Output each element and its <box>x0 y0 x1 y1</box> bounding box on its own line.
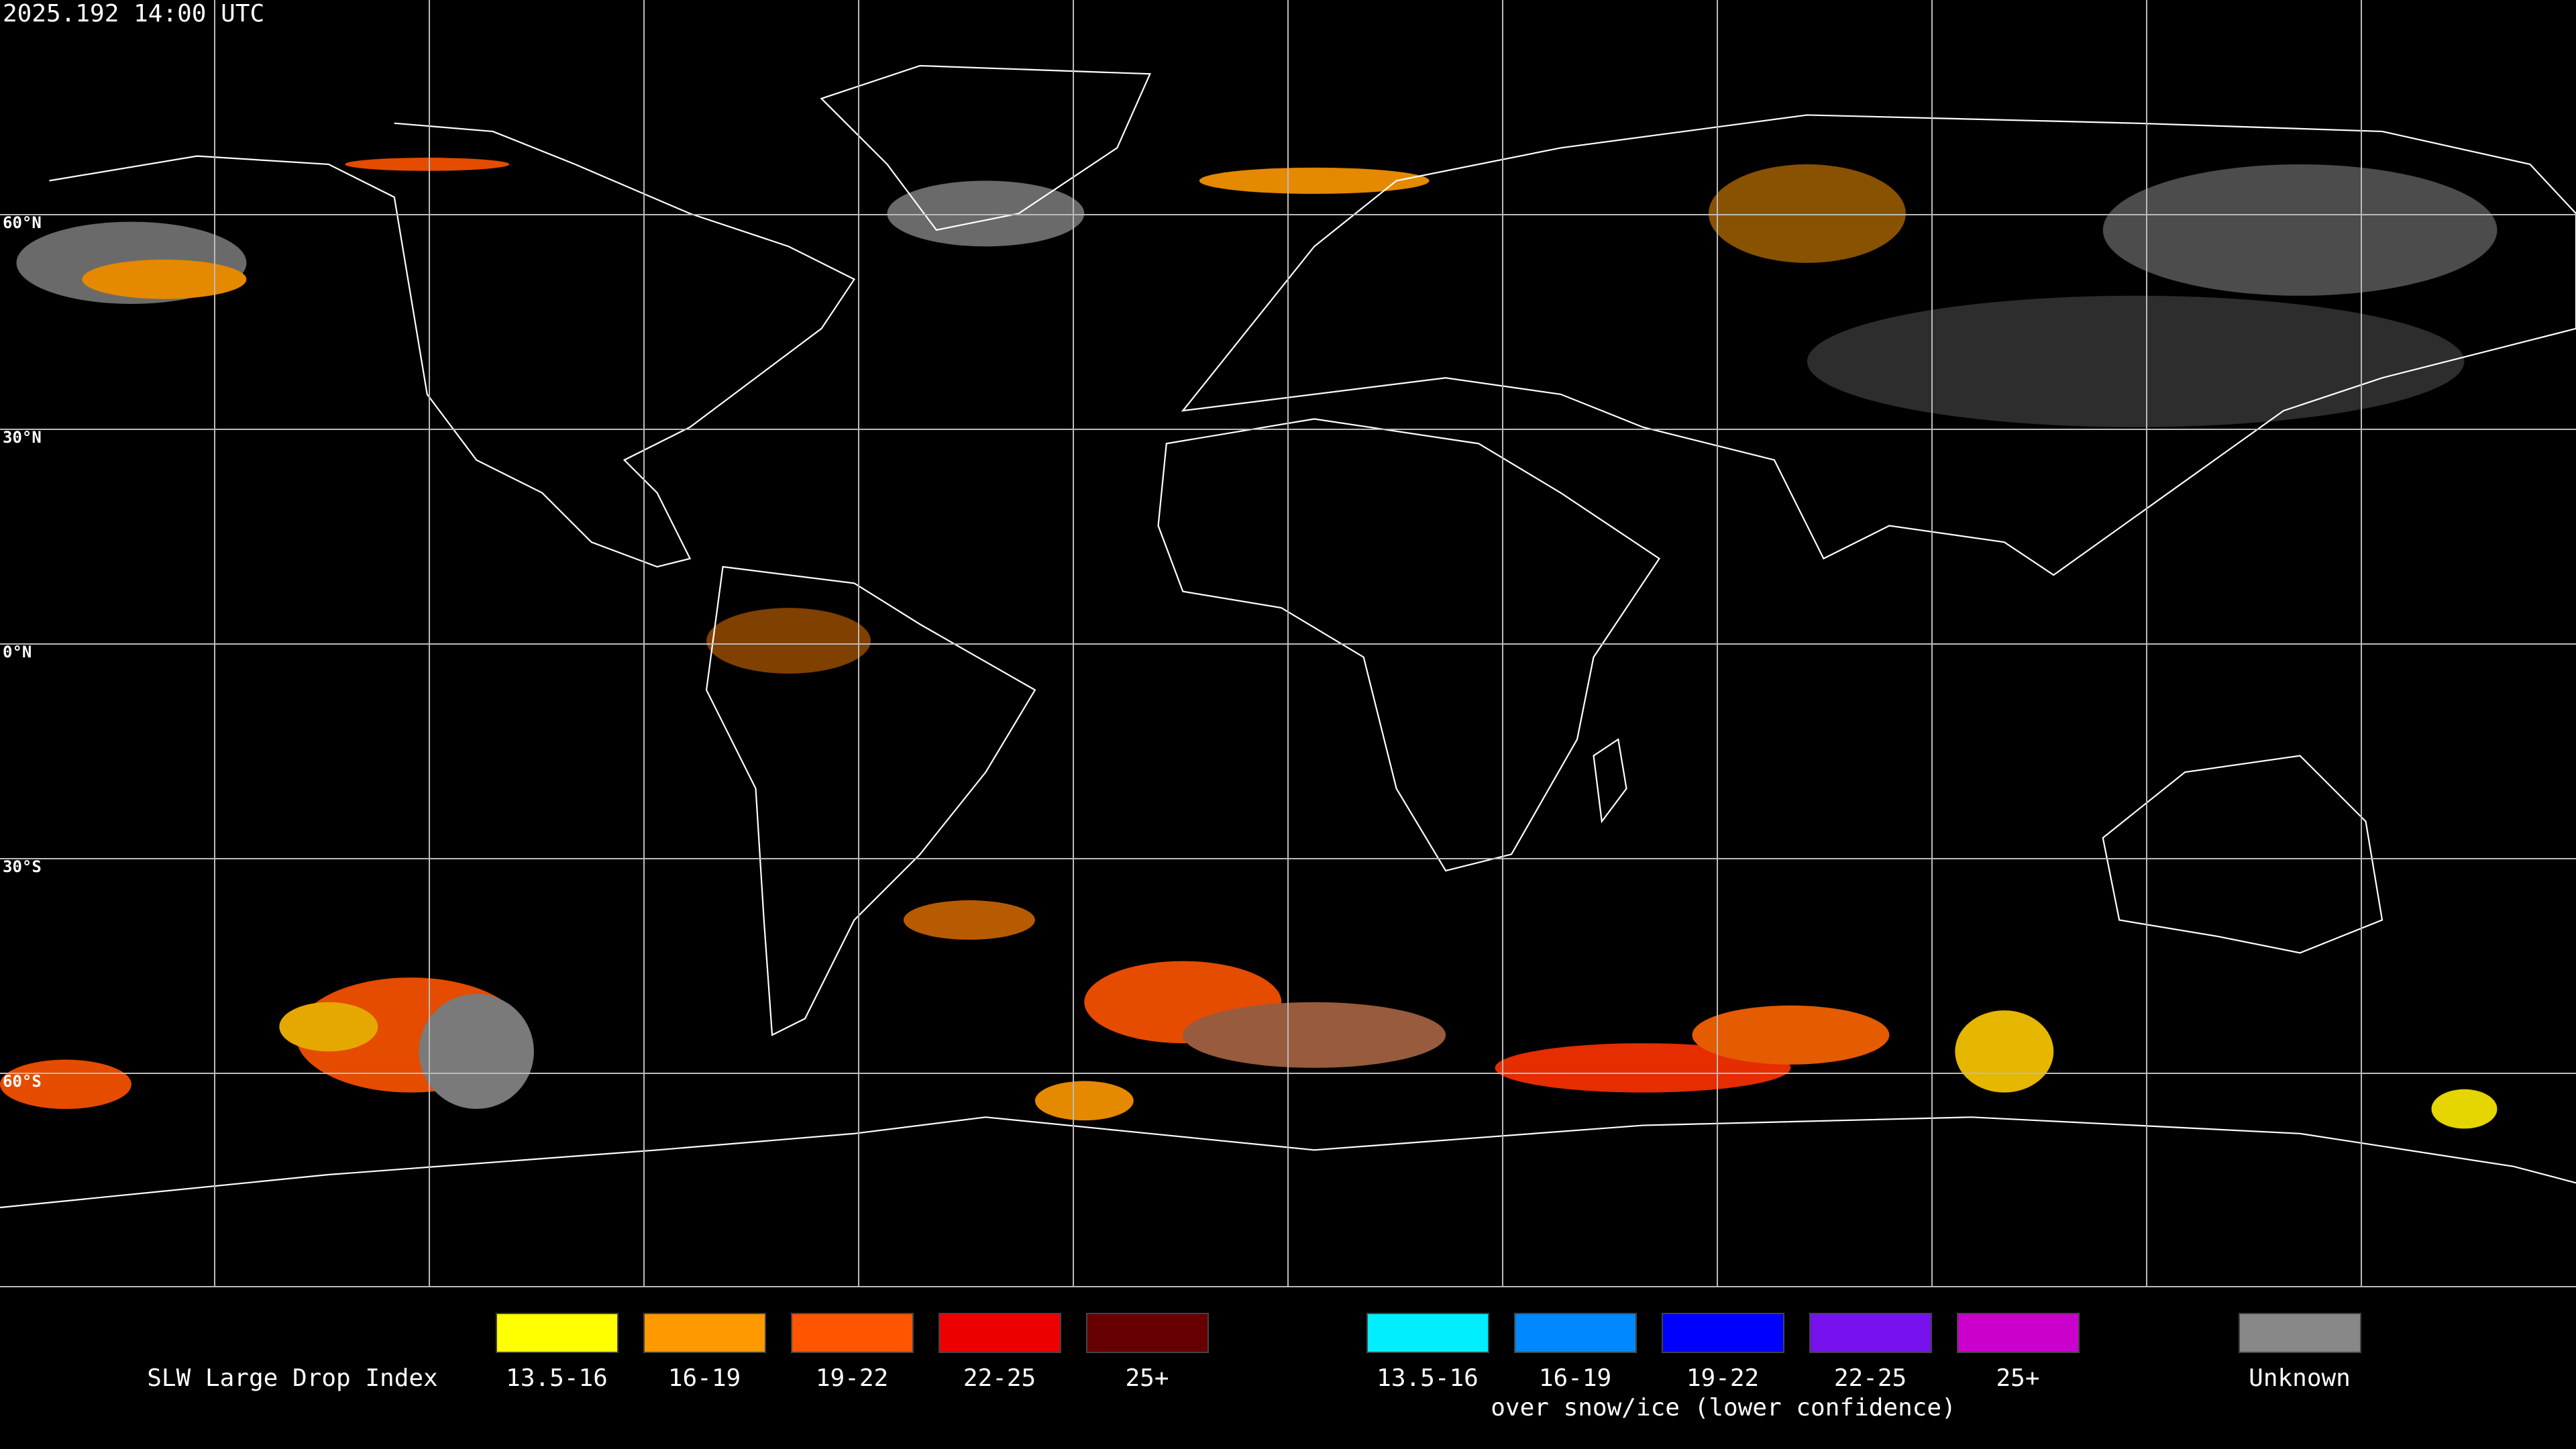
latitude-label: 0°N <box>3 643 32 661</box>
legend-label: 13.5-16 <box>1377 1364 1479 1392</box>
latitude-label: 60°S <box>3 1072 42 1091</box>
cloud <box>1692 1005 1890 1065</box>
latitude-label: 30°N <box>3 428 42 447</box>
cloud <box>903 900 1035 940</box>
legend-swatch <box>791 1313 914 1353</box>
cloud <box>82 259 247 299</box>
coastline <box>705 566 1036 1036</box>
cloud <box>1708 164 1906 263</box>
legend-label: 22-25 <box>963 1364 1036 1392</box>
cloud <box>1034 1081 1134 1121</box>
graticule <box>0 0 2576 1287</box>
legend-label: Unknown <box>2249 1364 2351 1392</box>
legend-swatch <box>1809 1313 1932 1353</box>
legend-label: 19-22 <box>1686 1364 1759 1392</box>
legend-label: 25+ <box>1125 1364 1169 1392</box>
cloud <box>706 608 871 674</box>
cloud <box>1183 1002 1446 1068</box>
cloud <box>419 994 534 1110</box>
legend-swatch <box>1366 1313 1489 1353</box>
coastline <box>2102 755 2383 954</box>
cloud <box>1199 167 1430 194</box>
legend-swatch <box>496 1313 619 1353</box>
legend-swatch <box>643 1313 766 1353</box>
latitude-label: 60°N <box>3 213 42 232</box>
legend: SLW Large Drop Index 13.5-16 16-19 19-22 22-… <box>147 1313 2361 1421</box>
cloud <box>345 158 510 171</box>
cloud <box>1807 295 2465 427</box>
cloud <box>0 1059 131 1110</box>
legend-label: 22-25 <box>1834 1364 1907 1392</box>
latitude-label: 30°S <box>3 857 42 876</box>
timestamp: 2025.192 14:00 UTC <box>3 0 264 28</box>
coastline <box>0 1116 2576 1209</box>
legend-label: 13.5-16 <box>506 1364 608 1392</box>
cloud <box>1955 1010 2054 1093</box>
legend-swatch <box>2239 1313 2361 1353</box>
legend-title: SLW Large Drop Index <box>147 1364 437 1392</box>
cloud <box>2431 1089 2498 1129</box>
coastline <box>49 122 856 568</box>
legend-swatch <box>938 1313 1061 1353</box>
legend-label: 16-19 <box>1539 1364 1611 1392</box>
legend-swatch <box>1086 1313 1209 1353</box>
coastlines <box>0 64 2576 1209</box>
legend-caption: over snow/ice (lower confidence) <box>1491 1394 1956 1421</box>
legend-label: 25+ <box>1996 1364 2039 1392</box>
cloud <box>887 180 1085 247</box>
cloud <box>279 1002 378 1052</box>
coastline <box>1593 738 1627 824</box>
legend-label: 19-22 <box>816 1364 888 1392</box>
legend-swatch <box>1662 1313 1784 1353</box>
legend-swatch <box>1957 1313 2080 1353</box>
coastline <box>1157 418 1661 872</box>
coastline <box>1181 114 2576 576</box>
cloud <box>2102 164 2498 296</box>
legend-label: 16-19 <box>668 1364 741 1392</box>
coastline <box>820 64 1151 231</box>
legend-swatch <box>1514 1313 1637 1353</box>
